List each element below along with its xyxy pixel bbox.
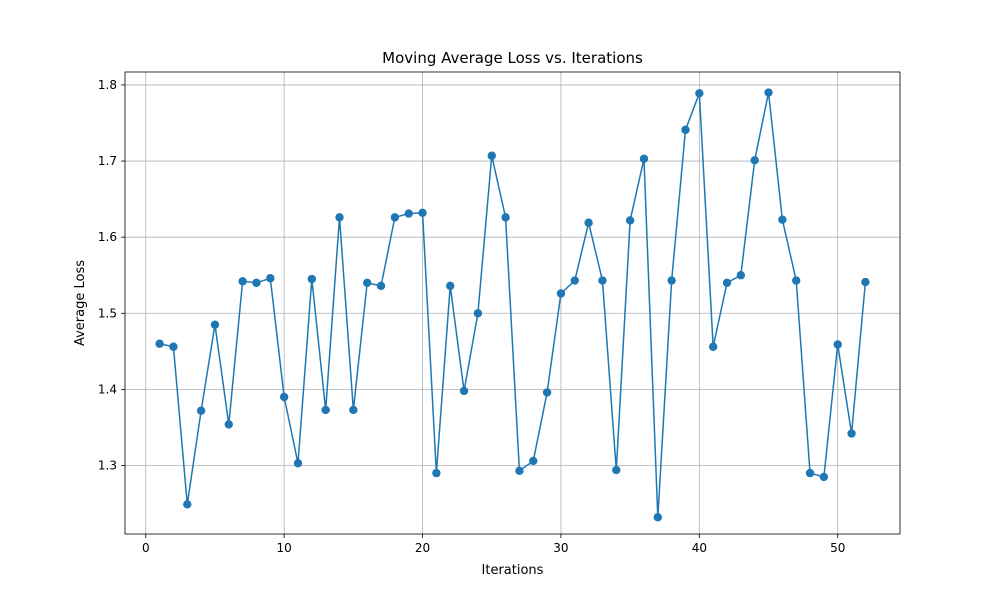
y-tick-label: 1.8 [98,78,117,92]
ticks: 0 10 20 30 40 50 1.3 1.4 1.5 1.6 1.7 1.8 [98,78,845,555]
y-tick-label: 1.5 [98,306,117,320]
data-point [307,274,317,284]
series-line-group [159,91,867,519]
data-point [432,468,441,478]
data-point [321,405,330,415]
data-point [487,151,496,160]
data-point [446,281,455,291]
data-point [861,277,870,287]
data-point [584,218,593,227]
data-point [376,281,386,291]
data-point [833,340,842,349]
data-point [473,309,483,318]
data-point [335,213,344,222]
data-point [792,276,801,285]
data-point [750,156,759,165]
data-point [362,278,372,288]
data-point [279,392,289,402]
data-point [418,208,427,218]
data-point [598,276,607,285]
y-tick-label: 1.3 [98,458,117,472]
data-point [681,125,690,135]
data-point [155,339,164,348]
x-tick-label: 30 [553,541,568,555]
series-markers [155,88,870,522]
data-point [625,216,635,225]
x-tick-label: 0 [142,541,150,555]
data-point [570,276,579,285]
data-point [238,277,247,286]
data-point [252,278,261,288]
grid [125,72,900,534]
data-point [293,459,303,468]
data-point [847,429,856,438]
y-tick-label: 1.6 [98,230,117,244]
x-axis-label: Iterations [482,563,544,578]
data-point [612,465,621,475]
data-point [736,271,746,280]
data-point [653,513,663,522]
data-point [169,342,178,351]
data-point [722,278,732,288]
data-point [349,405,358,415]
y-axis-label: Average Loss [73,260,88,346]
y-tick-label: 1.7 [98,154,117,168]
data-point [695,89,704,98]
data-point [667,276,676,285]
data-point [459,386,469,396]
data-point [501,213,510,222]
data-point [639,154,649,163]
data-point [778,215,787,224]
data-point [196,406,206,415]
data-point [556,289,566,298]
data-point [819,472,829,482]
data-point [224,420,233,429]
data-point [708,342,718,351]
x-tick-label: 50 [830,541,845,555]
data-point [266,274,275,283]
series-line [159,91,867,519]
chart-title: Moving Average Loss vs. Iterations [382,49,643,67]
data-point [529,456,538,466]
data-point [210,320,220,329]
data-point [183,500,192,509]
x-tick-label: 10 [277,541,292,555]
x-tick-label: 20 [415,541,430,555]
data-point [390,213,400,222]
y-tick-label: 1.4 [98,382,117,396]
data-point [764,88,773,97]
x-tick-label: 40 [692,541,707,555]
data-point [515,466,524,476]
data-point [805,468,815,478]
data-point [404,209,413,218]
plot-frame [124,71,901,535]
data-point [542,388,552,397]
